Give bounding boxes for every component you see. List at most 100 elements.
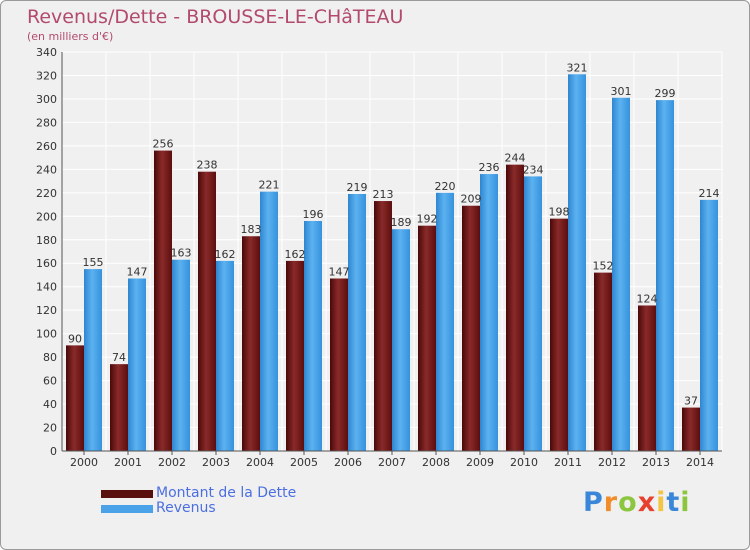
logo-letter: i [680, 487, 691, 518]
bar-revenue [216, 260, 234, 451]
y-tick-label: 200 [36, 210, 57, 223]
bar-revenue [84, 269, 102, 451]
y-tick-label: 20 [43, 422, 57, 435]
data-label: 301 [611, 85, 632, 98]
bar-revenue [700, 199, 718, 451]
y-tick-label: 280 [36, 116, 57, 129]
proxiti-logo: Proxiti [583, 487, 691, 518]
bar-debt [154, 150, 172, 451]
data-label: 236 [479, 161, 500, 174]
bar-debt [198, 171, 216, 451]
data-label: 244 [505, 152, 526, 165]
data-label: 321 [567, 61, 588, 74]
data-label: 152 [593, 260, 614, 273]
bar-revenue [128, 278, 146, 451]
data-label: 162 [285, 248, 306, 261]
bar-debt [330, 278, 348, 451]
data-label: 221 [259, 179, 280, 192]
x-tick-label: 2014 [686, 456, 714, 469]
data-label: 256 [153, 138, 174, 151]
bar-debt [242, 236, 260, 451]
data-label: 74 [112, 351, 126, 364]
logo-letter: x [637, 487, 657, 518]
y-tick-label: 340 [36, 46, 57, 59]
bar-revenue [392, 229, 410, 451]
data-label: 147 [127, 265, 148, 278]
x-tick-label: 2010 [510, 456, 538, 469]
x-tick-label: 2009 [466, 456, 494, 469]
bar-debt [638, 305, 656, 451]
data-label: 196 [303, 208, 324, 221]
x-tick-label: 2004 [246, 456, 274, 469]
bar-debt [550, 218, 568, 451]
data-label: 155 [83, 256, 104, 269]
bar-debt [66, 345, 84, 451]
x-tick-label: 2003 [202, 456, 230, 469]
x-tick-label: 2005 [290, 456, 318, 469]
y-tick-label: 180 [36, 234, 57, 247]
y-tick-label: 60 [43, 375, 57, 388]
chart-title: Revenus/Dette - BROUSSE-LE-CHâTEAU [27, 6, 404, 28]
bar-revenue [260, 191, 278, 451]
bar-debt [462, 205, 480, 451]
x-tick-label: 2008 [422, 456, 450, 469]
x-tick-label: 2000 [70, 456, 98, 469]
bar-debt [110, 364, 128, 451]
data-label: 238 [197, 159, 218, 172]
logo-letter: P [583, 487, 604, 518]
y-tick-label: 80 [43, 351, 57, 364]
legend-label-debt: Montant de la Dette [156, 485, 297, 501]
y-tick-label: 100 [36, 328, 57, 341]
legend-label-revenue: Revenus [156, 500, 216, 516]
bar-revenue [612, 97, 630, 452]
data-label: 209 [461, 193, 482, 206]
logo-letter: o [618, 487, 638, 518]
x-tick-label: 2006 [334, 456, 362, 469]
x-tick-label: 2012 [598, 456, 626, 469]
x-tick-label: 2001 [114, 456, 142, 469]
y-tick-label: 260 [36, 140, 57, 153]
y-tick-label: 140 [36, 281, 57, 294]
data-label: 234 [523, 163, 544, 176]
data-label: 124 [637, 292, 658, 305]
axis-layer [61, 52, 722, 455]
bar-revenue [656, 100, 674, 451]
data-label: 219 [347, 181, 368, 194]
label-layer: 0 20 40 60 80 100 120 140 160 180 200 220 240 260 280 3… [36, 46, 720, 469]
y-tick-label: 320 [36, 69, 57, 82]
data-label: 90 [68, 332, 82, 345]
data-label: 220 [435, 180, 456, 193]
data-label: 189 [391, 216, 412, 229]
bar-debt [286, 260, 304, 451]
bar-revenue [524, 176, 542, 452]
y-tick-label: 120 [36, 304, 57, 317]
chart-subtitle: (en milliers d'€) [27, 30, 114, 43]
y-tick-label: 240 [36, 163, 57, 176]
data-label: 183 [241, 223, 262, 236]
x-tick-label: 2007 [378, 456, 406, 469]
bar-debt [594, 272, 612, 451]
x-tick-label: 2013 [642, 456, 670, 469]
bar-revenue [348, 193, 366, 451]
y-tick-label: 300 [36, 93, 57, 106]
data-label: 147 [329, 265, 350, 278]
y-tick-label: 220 [36, 187, 57, 200]
bar-debt [506, 164, 524, 452]
bar-revenue [480, 174, 498, 451]
y-tick-label: 160 [36, 257, 57, 270]
x-tick-label: 2002 [158, 456, 186, 469]
data-label: 213 [373, 188, 394, 201]
logo-letter: i [656, 487, 667, 518]
bar-layer [66, 74, 718, 452]
data-label: 299 [655, 87, 676, 100]
data-label: 37 [684, 395, 698, 408]
data-label: 198 [549, 206, 570, 219]
y-tick-label: 0 [50, 445, 57, 458]
bar-revenue [304, 220, 322, 451]
x-tick-label: 2011 [554, 456, 582, 469]
y-tick-label: 40 [43, 398, 57, 411]
legend-swatch-debt [101, 490, 153, 498]
bar-revenue [436, 192, 454, 451]
